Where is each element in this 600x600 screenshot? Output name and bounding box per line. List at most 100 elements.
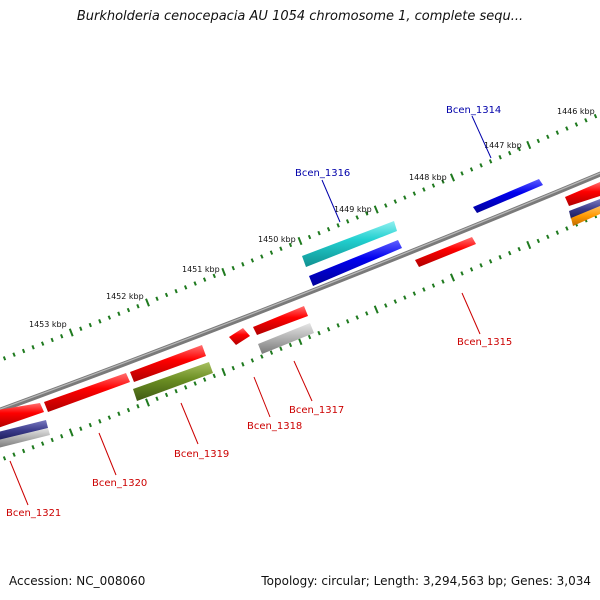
inner-scale-tick <box>117 411 121 417</box>
outer-scale-tick <box>555 130 560 135</box>
gene-arrow-bcen-1317-fwd[interactable] <box>253 306 308 335</box>
outer-scale-tick <box>279 246 283 251</box>
kbp-label-1446: 1446 kbp <box>557 107 595 116</box>
outer-scale-tick <box>2 356 7 361</box>
outer-scale-tick <box>336 223 340 228</box>
inner-scale-tick <box>565 226 569 231</box>
inner-scale-tick <box>250 358 255 363</box>
gene-arrow-navy-left[interactable] <box>0 420 48 441</box>
outer-scale-tick <box>260 254 264 259</box>
outer-scale-tick <box>449 173 456 182</box>
outer-tick-scale <box>2 113 598 361</box>
outer-scale-tick <box>202 277 207 282</box>
gene-label-bcen-1317[interactable]: Bcen_1317 <box>289 405 344 416</box>
outer-scale-tick <box>297 236 303 246</box>
outer-scale-tick <box>98 319 102 324</box>
gene-arrow-navy-right[interactable] <box>569 199 600 219</box>
gene-label-bcen-1321[interactable]: Bcen_1321 <box>6 508 61 519</box>
outer-scale-tick <box>12 352 16 357</box>
outer-scale-tick <box>460 171 464 176</box>
outer-scale-tick <box>155 296 159 301</box>
outer-scale-tick <box>593 113 598 119</box>
inner-scale-tick <box>373 305 379 314</box>
gene-arrow-bcen-1319-fwd[interactable] <box>130 345 206 382</box>
inner-scale-tick <box>431 283 436 288</box>
outer-scale-tick <box>479 163 483 168</box>
outer-scale-tick <box>164 292 169 298</box>
gene-arrow-bcen-1321[interactable] <box>0 403 44 428</box>
outer-scale-tick <box>117 311 121 317</box>
outer-scale-tick <box>565 126 569 131</box>
forward-strand-genes <box>0 179 600 428</box>
gene-arrow-bcen-1314[interactable] <box>473 179 543 213</box>
gene-arrow-orange-right[interactable] <box>571 206 600 226</box>
outer-scale-tick <box>107 315 112 320</box>
kbp-label-1453: 1453 kbp <box>29 320 67 329</box>
outer-scale-tick <box>88 322 92 328</box>
gene-arrow-gray-left[interactable] <box>0 428 50 448</box>
inner-scale-tick <box>355 315 359 320</box>
inner-scale-tick <box>193 381 197 386</box>
kbp-label-1447: 1447 kbp <box>484 141 522 150</box>
inner-scale-tick <box>241 362 245 367</box>
inner-scale-tick <box>31 445 35 450</box>
gene-arrow-bcen-1315[interactable] <box>415 237 476 267</box>
inner-scale-tick <box>412 291 417 296</box>
map-title: Burkholderia cenocepacia AU 1054 chromos… <box>76 9 524 24</box>
gene-arrow-bcen-1318[interactable] <box>229 328 250 345</box>
inner-scale-tick <box>288 342 293 348</box>
inner-scale-tick <box>126 407 131 413</box>
inner-scale-tick <box>231 365 235 371</box>
gene-label-bcen-1315[interactable]: Bcen_1315 <box>457 337 512 348</box>
outer-scale-tick <box>269 250 274 255</box>
inner-scale-tick <box>488 259 493 264</box>
outer-scale-tick <box>373 205 379 214</box>
gene-arrow-blue-lower[interactable] <box>309 240 402 286</box>
outer-scale-tick <box>507 150 512 156</box>
topology-summary: Topology: circular; Length: 3,294,563 bp… <box>261 574 591 588</box>
inner-scale-tick <box>155 396 159 401</box>
outer-scale-tick <box>412 191 417 196</box>
outer-scale-tick <box>307 234 312 240</box>
inner-scale-tick <box>269 350 274 355</box>
gene-arrow-bcen-1316[interactable] <box>302 221 397 267</box>
gene-label-bcen-1319[interactable]: Bcen_1319 <box>174 449 229 460</box>
outer-scale-tick <box>60 334 64 339</box>
gene-arrow-gray[interactable] <box>258 323 314 354</box>
outer-scale-tick <box>183 285 188 290</box>
inner-scale-tick <box>98 419 102 424</box>
gene-arrow-olive[interactable] <box>133 362 213 401</box>
outer-scale-tick <box>221 267 227 277</box>
gene-leader-lines <box>9 115 492 506</box>
inner-scale-tick <box>21 448 26 454</box>
inner-scale-tick <box>517 246 521 252</box>
gene-label-bcen-1316[interactable]: Bcen_1316 <box>295 168 350 179</box>
inner-scale-tick <box>40 441 45 446</box>
inner-scale-tick <box>526 240 532 250</box>
inner-scale-tick <box>336 323 340 328</box>
outer-scale-tick <box>50 337 54 343</box>
gene-label-bcen-1320[interactable]: Bcen_1320 <box>92 478 147 489</box>
gene-label-bcen-1318[interactable]: Bcen_1318 <box>247 421 302 432</box>
outer-scale-tick <box>469 167 474 172</box>
chromosome-backbone <box>0 171 600 413</box>
inner-scale-tick <box>365 311 369 316</box>
inner-scale-tick <box>469 267 474 272</box>
outer-scale-tick <box>526 140 532 150</box>
gene-arrow-top-right[interactable] <box>565 182 600 206</box>
inner-scale-tick <box>555 230 560 235</box>
outer-scale-tick <box>317 230 321 236</box>
outer-scale-tick <box>68 328 74 337</box>
inner-tick-scale <box>2 213 598 461</box>
inner-scale-tick <box>507 250 512 256</box>
gene-arrow-bcen-1320[interactable] <box>44 373 130 412</box>
outer-scale-tick <box>79 326 83 331</box>
kbp-label-1450: 1450 kbp <box>258 235 296 244</box>
inner-scale-tick <box>326 327 331 332</box>
inner-scale-tick <box>212 373 216 379</box>
inner-scale-tick <box>393 299 398 304</box>
gene-label-bcen-1314[interactable]: Bcen_1314 <box>446 105 501 116</box>
inner-scale-tick <box>164 392 169 398</box>
inner-scale-tick <box>202 377 207 382</box>
inner-scale-tick <box>317 330 321 336</box>
